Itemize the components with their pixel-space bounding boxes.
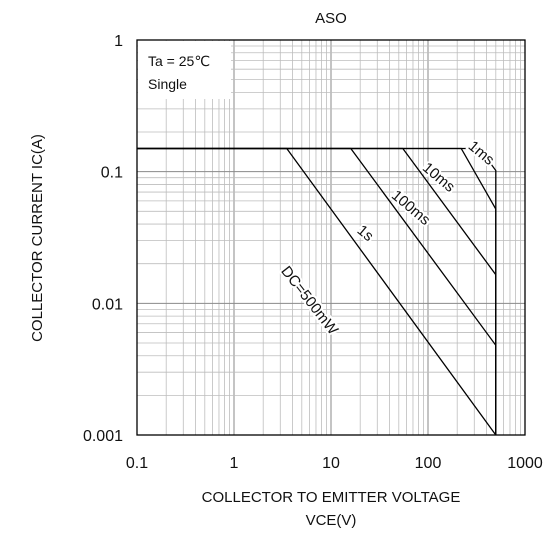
condition-single: Single: [148, 76, 187, 92]
series-line-dc-500mw: [137, 147, 497, 436]
x-tick-label: 1000: [507, 455, 543, 472]
y-tick-label: 0.001: [83, 428, 123, 445]
x-tick-label: 0.1: [126, 455, 148, 472]
curve-label-1s: 1s: [354, 222, 377, 245]
condition-temperature: Ta = 25℃: [148, 53, 210, 69]
tick-labels: 0.1 1 10 100 1000 0.001 0.01 0.1 1: [83, 33, 543, 472]
plot-frame: [136, 39, 526, 436]
conditions-box: Ta = 25℃ Single: [138, 41, 231, 99]
y-axis-title: COLLECTOR CURRENT IC(A): [29, 134, 46, 342]
x-tick-label: 1: [230, 455, 239, 472]
x-tick-label: 10: [322, 455, 340, 472]
chart-title: ASO: [315, 10, 347, 27]
y-tick-label: 0.1: [101, 165, 123, 182]
x-axis-title-line2: VCE(V): [306, 512, 357, 529]
x-tick-label: 100: [415, 455, 442, 472]
grid-lines: [137, 40, 525, 435]
y-tick-label: 0.01: [92, 296, 123, 313]
y-tick-label: 1: [114, 33, 123, 50]
conditions-box-bg: [138, 41, 231, 99]
x-axis-title-line1: COLLECTOR TO EMITTER VOLTAGE: [202, 489, 461, 506]
series-lines: [137, 147, 497, 436]
